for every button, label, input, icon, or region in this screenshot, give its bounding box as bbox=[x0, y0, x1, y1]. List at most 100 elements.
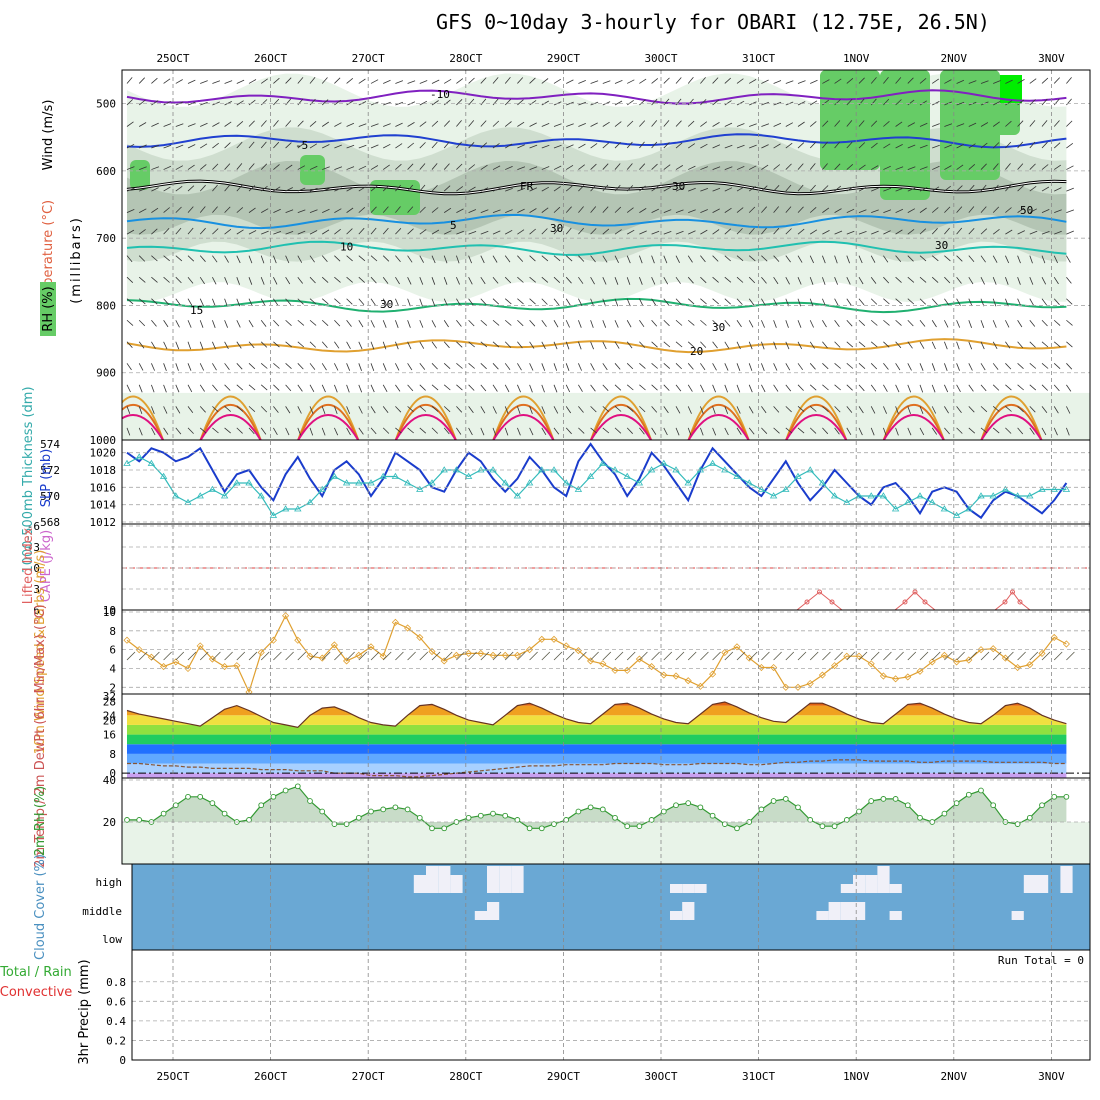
wind-barb bbox=[858, 209, 867, 213]
wind-barb bbox=[895, 427, 899, 436]
wind-barb bbox=[1017, 406, 1024, 413]
upper-air-ylabel: Temperature (°C) Wind (m/s) RH (%) (mill… bbox=[40, 100, 84, 336]
wind-barb bbox=[199, 255, 206, 262]
wind-barb bbox=[212, 122, 220, 127]
wind-barb bbox=[1017, 363, 1024, 369]
wind-barb bbox=[566, 144, 574, 149]
thickness-point bbox=[367, 479, 375, 486]
wind-barb bbox=[1017, 384, 1024, 391]
wind-barb bbox=[870, 427, 875, 436]
wind-barb bbox=[663, 186, 671, 192]
wind-barb bbox=[992, 142, 1000, 149]
wind-barb bbox=[895, 298, 902, 305]
wind-barb bbox=[626, 207, 634, 213]
wind-barb bbox=[651, 298, 657, 306]
warm-arch bbox=[297, 413, 360, 440]
wind-barb bbox=[529, 77, 536, 84]
wind-barb bbox=[468, 186, 476, 192]
wind-barb bbox=[248, 185, 256, 192]
wind-barb bbox=[346, 320, 352, 327]
wind-barb bbox=[285, 187, 293, 192]
wind-barb bbox=[1029, 78, 1037, 84]
wind-barb bbox=[797, 298, 802, 307]
wind-barb bbox=[785, 384, 792, 392]
cape-point bbox=[902, 599, 908, 605]
wind-barb bbox=[383, 123, 391, 127]
wind-barb bbox=[309, 165, 318, 170]
wind-speed-point bbox=[391, 618, 399, 626]
wind-speed-point bbox=[989, 645, 997, 653]
wind-barb bbox=[1053, 363, 1061, 369]
wind-barb bbox=[736, 363, 741, 371]
wind-speed-point bbox=[1038, 649, 1046, 657]
wind-barb bbox=[1017, 79, 1025, 84]
wind-barb bbox=[187, 144, 196, 149]
wind-barb bbox=[504, 276, 512, 284]
wind-barb bbox=[1029, 163, 1036, 170]
wind-barb bbox=[1005, 79, 1013, 84]
temp-ytick: 32 bbox=[103, 690, 116, 703]
wind-barb bbox=[1005, 277, 1009, 285]
wind-barb bbox=[126, 143, 135, 149]
wind-barb bbox=[639, 384, 646, 391]
wind-speed-point bbox=[562, 642, 570, 650]
wind-barb bbox=[236, 363, 243, 370]
wind-speed-point bbox=[404, 624, 412, 632]
wind-barb bbox=[541, 186, 549, 192]
wind-speed-point bbox=[184, 664, 192, 673]
wind-barb bbox=[907, 298, 915, 305]
wind-barb bbox=[407, 80, 416, 84]
wind-barb bbox=[944, 320, 949, 328]
wind-barb bbox=[151, 144, 160, 149]
wind-speed-point bbox=[684, 677, 692, 685]
wind-barb bbox=[1029, 406, 1036, 413]
wind-barb bbox=[126, 229, 135, 235]
wind-barb bbox=[261, 230, 269, 235]
wind-barb bbox=[602, 341, 607, 350]
wind-barb bbox=[809, 163, 816, 170]
wind-barb bbox=[285, 406, 291, 414]
wind-barb bbox=[834, 78, 842, 84]
wind-speed-point bbox=[196, 642, 204, 650]
wind-barb bbox=[626, 427, 633, 434]
rh-point bbox=[990, 802, 997, 809]
thickness-point bbox=[208, 485, 217, 492]
wind-barb bbox=[334, 166, 343, 170]
wind10m-barb bbox=[578, 651, 587, 661]
wind-barb bbox=[236, 184, 243, 192]
wind-barb bbox=[541, 144, 550, 149]
wind-barb bbox=[919, 320, 926, 327]
warm-arch bbox=[687, 395, 750, 440]
wind-barb bbox=[212, 228, 219, 235]
wind10m-barb bbox=[846, 651, 856, 661]
wind-barb bbox=[858, 427, 863, 436]
wind-barb bbox=[163, 341, 168, 350]
wind-barb bbox=[895, 187, 904, 192]
warm-arch bbox=[882, 413, 945, 440]
wind-barb bbox=[236, 163, 243, 170]
wind-barb bbox=[504, 341, 512, 348]
warm-arch bbox=[199, 403, 262, 440]
wind-barb bbox=[297, 255, 303, 263]
panel-frame bbox=[131, 949, 1091, 1061]
wind-speed-point bbox=[135, 646, 143, 654]
wind-barb bbox=[834, 363, 841, 369]
wind-barb bbox=[858, 77, 865, 84]
wind-barb bbox=[480, 276, 486, 285]
series-thickness bbox=[126, 456, 1067, 517]
wind-barb bbox=[773, 276, 779, 285]
rh-point bbox=[868, 798, 875, 804]
wind-barb bbox=[712, 276, 719, 283]
wind10m-barb bbox=[883, 651, 892, 661]
wind10m-barb bbox=[1041, 651, 1051, 661]
wind-barb bbox=[968, 298, 973, 307]
wind-barb bbox=[248, 427, 255, 435]
wind-barb bbox=[370, 406, 376, 414]
wind-barb bbox=[309, 77, 316, 84]
wind-speed-point bbox=[318, 654, 326, 662]
rh-point bbox=[136, 817, 143, 823]
wind-barb bbox=[407, 228, 414, 235]
wind-barb bbox=[675, 120, 682, 127]
rh-green-patch bbox=[300, 155, 325, 185]
wind-barb bbox=[468, 209, 477, 213]
